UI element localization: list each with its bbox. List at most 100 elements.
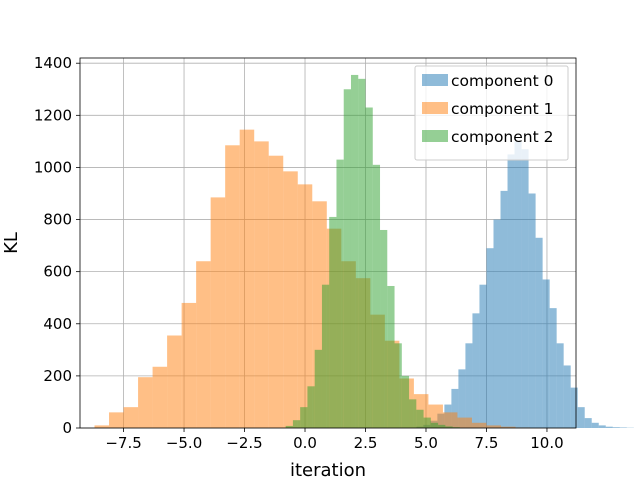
histogram-bar	[458, 369, 466, 428]
y-tick-label: 400	[43, 315, 72, 333]
histogram-bar	[225, 145, 240, 428]
y-tick-label: 1000	[34, 158, 72, 176]
histogram-bar	[283, 171, 298, 428]
axes	[79, 57, 577, 429]
histogram-bar	[365, 107, 373, 428]
legend-entry-label: component 2	[451, 128, 553, 146]
histogram-bar	[181, 302, 197, 428]
histogram-bar	[380, 229, 388, 428]
x-tick-label: 0.0	[293, 434, 317, 452]
axes-frame	[79, 57, 577, 429]
histogram-bar	[465, 343, 473, 428]
histogram-bar	[254, 141, 269, 428]
histogram-bar	[500, 190, 508, 428]
histogram-bar	[445, 426, 453, 428]
x-tick-label: 5.0	[414, 434, 438, 452]
legend-entry-label: component 0	[451, 72, 553, 90]
histogram-bar	[563, 365, 571, 428]
histogram-bar	[442, 412, 458, 428]
legend-swatch	[422, 130, 448, 142]
histogram-bar	[514, 141, 522, 428]
histogram-bar	[300, 407, 308, 428]
x-tick-label: −5.0	[166, 434, 202, 452]
y-axis-ticks: 0 200 400 600 800 1000 1200 1400	[34, 54, 80, 437]
series-2-bars	[285, 74, 460, 429]
series-0-bars	[416, 141, 634, 428]
y-tick-label: 600	[43, 263, 72, 281]
histogram-bar	[451, 388, 459, 428]
histogram-bar	[619, 427, 627, 428]
histogram-bar	[285, 425, 293, 428]
histogram-bar	[591, 422, 599, 428]
histogram-bar	[394, 343, 402, 428]
x-tick-label: 7.5	[475, 434, 499, 452]
y-tick-label: 1400	[34, 54, 72, 72]
histogram-bar	[549, 308, 557, 428]
histogram-bar	[500, 426, 516, 428]
histogram-bar	[598, 425, 606, 428]
legend-swatch	[422, 102, 448, 114]
histogram-bar	[479, 284, 487, 428]
histogram-bar	[486, 425, 501, 428]
histogram-bar	[584, 418, 592, 428]
histogram-bar	[109, 412, 124, 428]
histogram-bar	[138, 377, 153, 428]
x-tick-label: 10.0	[530, 434, 563, 452]
histogram-bar	[401, 375, 410, 428]
legend-box	[414, 65, 569, 161]
histogram-bar	[423, 417, 431, 428]
x-axis-ticks: −7.5 −5.0 −2.5 0.0 2.5 5.0 7.5 10.0	[105, 428, 564, 452]
histogram-bar	[336, 159, 344, 428]
histogram-bar	[196, 261, 211, 428]
y-tick-label: 200	[43, 367, 72, 385]
histogram-bar	[350, 74, 359, 429]
histogram-bar	[210, 197, 226, 428]
histogram-bar	[94, 425, 110, 428]
histogram-bar	[507, 154, 515, 428]
x-axis-label: iteration	[290, 460, 366, 480]
histogram-bar	[577, 407, 585, 428]
histogram-bar	[358, 78, 366, 429]
legend: component 0 component 1 component 2	[414, 65, 569, 161]
histogram-bar	[321, 284, 330, 428]
y-tick-label: 1200	[34, 106, 72, 124]
histogram-bar	[152, 366, 168, 428]
x-tick-label: 2.5	[354, 434, 378, 452]
histogram-bar	[457, 417, 472, 428]
y-tick-label: 800	[43, 211, 72, 229]
histogram-bar	[123, 407, 139, 428]
x-tick-label: −7.5	[105, 434, 141, 452]
histogram-bar	[387, 285, 395, 428]
histogram-bar	[343, 89, 351, 428]
histogram-bar	[268, 155, 284, 428]
histogram-bar	[535, 237, 543, 428]
histogram-bar	[239, 129, 255, 429]
histogram-bar	[472, 313, 480, 428]
histogram-bar	[556, 343, 564, 428]
histogram-bar	[409, 399, 417, 428]
histogram-bar	[167, 335, 182, 428]
histogram-bar	[416, 409, 424, 428]
legend-entry-label: component 1	[451, 100, 553, 118]
histogram-bar	[612, 427, 620, 428]
histogram-bar	[329, 216, 337, 428]
histogram-bar	[297, 184, 313, 428]
histogram-bar	[307, 386, 315, 428]
legend-swatch	[422, 74, 448, 86]
x-tick-label: −2.5	[226, 434, 262, 452]
histogram-bar	[428, 404, 443, 428]
histogram-bar	[430, 422, 439, 428]
y-axis-label: KL	[1, 232, 22, 254]
histogram-bar	[471, 422, 487, 428]
histogram-bar	[493, 219, 501, 428]
histogram-bar	[438, 424, 446, 428]
histogram-bar	[528, 193, 536, 428]
histogram-bar	[372, 164, 381, 428]
histogram-bar	[542, 279, 550, 428]
histogram-bar	[521, 149, 529, 428]
histogram-bar	[314, 349, 322, 428]
y-tick-label: 0	[62, 419, 72, 437]
histogram-bar	[605, 426, 613, 428]
histogram-bar	[292, 420, 301, 428]
